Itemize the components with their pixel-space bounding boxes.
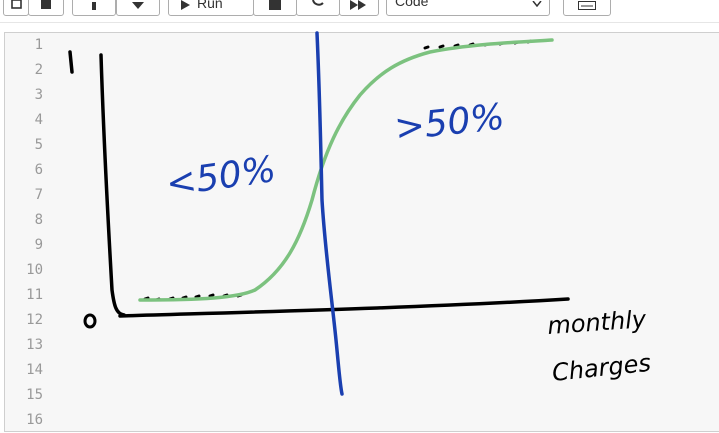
- x-axis-line: [118, 297, 570, 318]
- run-button[interactable]: Run: [168, 0, 254, 16]
- paste-icon: [41, 0, 51, 9]
- line-number: 8: [34, 212, 43, 228]
- line-number: 15: [26, 387, 43, 403]
- line-number: 5: [34, 137, 43, 153]
- threshold-line: [315, 31, 344, 396]
- line-number: 7: [34, 187, 43, 203]
- right-annotation: >50%: [393, 97, 507, 149]
- play-icon: [181, 0, 190, 10]
- copy-cell-button[interactable]: [3, 0, 29, 16]
- keyboard-icon: [578, 1, 596, 10]
- sigmoid-curve: [138, 38, 554, 302]
- cell-type-value: Code: [395, 0, 429, 9]
- cell-type-select[interactable]: Code: [386, 0, 550, 16]
- left-annotation: <50%: [164, 149, 279, 205]
- code-cell[interactable]: 1 2 3 4 5 6 7 8 9 10 11 12 13 14 15 16: [4, 32, 719, 432]
- line-number: 6: [34, 162, 43, 178]
- notebook-cell-area: 1 2 3 4 5 6 7 8 9 10 11 12 13 14 15 16: [0, 23, 719, 432]
- line-number: 11: [26, 287, 43, 303]
- line-number: 3: [34, 87, 43, 103]
- y-axis-line: [99, 53, 126, 317]
- y-zero-label-mark: [83, 313, 97, 329]
- hand-drawn-sketch: <50% >50% monthly Charges: [68, 31, 652, 396]
- stop-icon: [269, 0, 281, 10]
- fast-forward-icon: [350, 0, 366, 10]
- move-up-button[interactable]: [72, 0, 116, 16]
- run-label: Run: [197, 0, 223, 11]
- line-number: 14: [26, 362, 43, 378]
- move-down-button[interactable]: [116, 0, 160, 16]
- notebook-toolbar: Run Code: [0, 0, 719, 23]
- line-number: 4: [34, 112, 43, 128]
- line-number: 9: [34, 237, 43, 253]
- arrow-up-icon: [92, 2, 96, 10]
- line-number-gutter: 1 2 3 4 5 6 7 8 9 10 11 12 13 14 15 16: [5, 33, 45, 431]
- arrow-down-icon: [132, 2, 144, 9]
- x-axis-label-line1: monthly: [546, 305, 647, 340]
- y-top-label-mark: [68, 50, 74, 74]
- chevron-down-icon: [532, 1, 542, 7]
- copy-icon: [11, 0, 22, 9]
- command-palette-button[interactable]: [563, 0, 611, 16]
- line-number: 10: [26, 262, 43, 278]
- restart-icon: [312, 0, 324, 6]
- line-number: 2: [34, 62, 43, 78]
- line-number: 13: [26, 337, 43, 353]
- x-axis-label-line2: Charges: [551, 349, 652, 387]
- line-number: 1: [34, 37, 43, 53]
- line-number: 12: [26, 312, 43, 328]
- restart-run-all-button[interactable]: [339, 0, 379, 16]
- paste-cell-button[interactable]: [28, 0, 64, 16]
